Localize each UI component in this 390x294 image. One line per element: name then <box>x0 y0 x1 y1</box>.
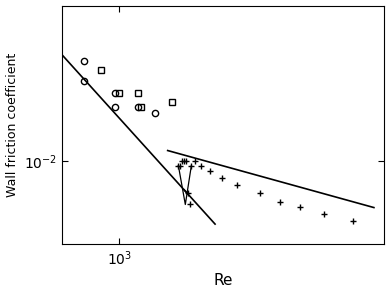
Y-axis label: Wall friction coefficient: Wall friction coefficient <box>5 53 19 197</box>
X-axis label: Re: Re <box>214 273 233 288</box>
